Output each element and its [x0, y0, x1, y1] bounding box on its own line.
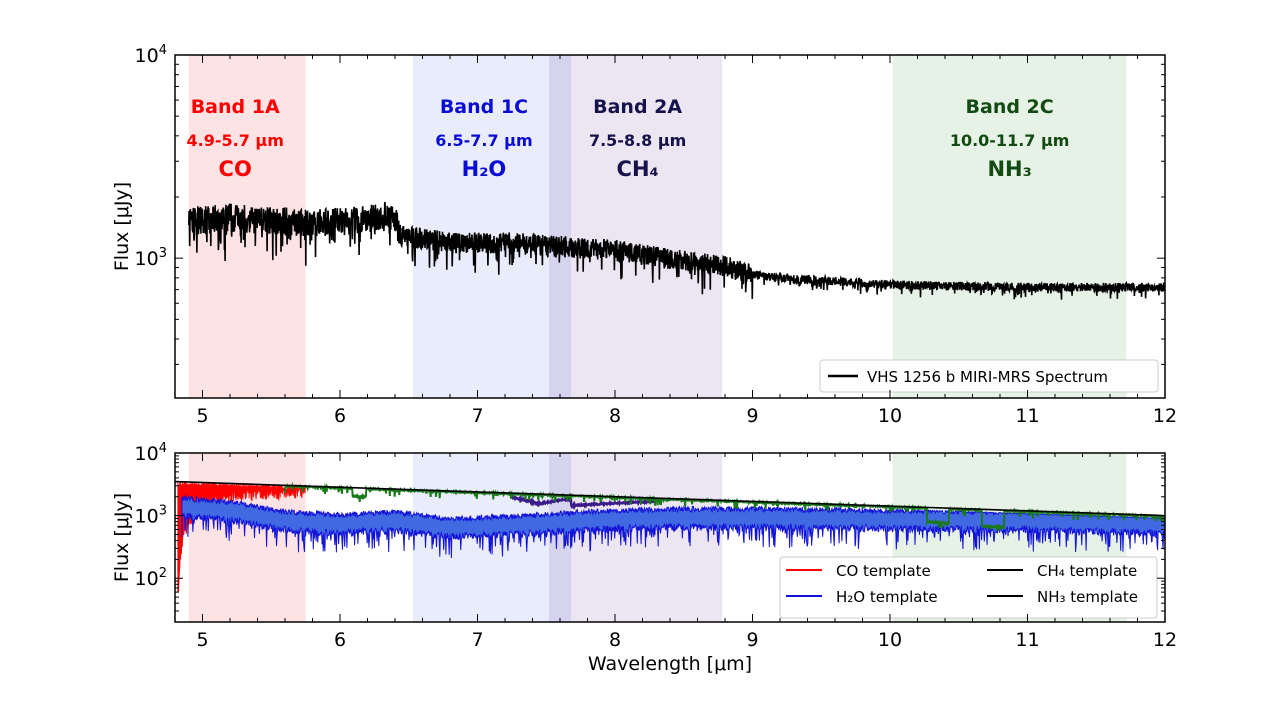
- x-tick-label: 11: [1015, 405, 1039, 427]
- top-panel: Band 1A 4.9-5.7 μm CO Band 1C 6.5-7.7 μm H₂O B…: [111, 43, 1177, 427]
- x-tick-label: 5: [196, 405, 208, 427]
- legend-label-3: CH₄ template: [1037, 562, 1137, 580]
- x-tick-label: 9: [746, 405, 758, 427]
- band-molecule-label: CO: [219, 157, 252, 181]
- x-tick-label: 7: [471, 629, 483, 651]
- x-tick-label: 8: [609, 405, 621, 427]
- x-tick-label: 10: [878, 405, 902, 427]
- band-region-2: [412, 55, 571, 398]
- band-name-label: Band 2A: [593, 96, 682, 118]
- x-tick-label: 11: [1015, 629, 1039, 651]
- band-range-label: 10.0-11.7 μm: [950, 131, 1070, 150]
- y-tick-label: 104: [135, 441, 167, 465]
- bottom-panel: CO template H₂O template CH₄ template NH₃ t…: [111, 441, 1177, 675]
- band-name-label: Band 1A: [191, 96, 280, 118]
- band-region-3: [549, 55, 723, 398]
- x-tick-label: 12: [1153, 405, 1177, 427]
- band-region-1: [188, 453, 306, 622]
- legend-box: [819, 359, 1159, 393]
- spectrum-line: [188, 201, 1166, 300]
- legend-label-4: NH₃ template: [1037, 588, 1138, 606]
- band-range-label: 6.5-7.7 μm: [435, 131, 532, 150]
- band-name-label: Band 2C: [966, 96, 1054, 118]
- band-overlap-region: [549, 55, 571, 398]
- x-tick-label: 10: [878, 629, 902, 651]
- y-tick-label: 103: [135, 246, 167, 270]
- x-tick-label: 5: [196, 629, 208, 651]
- x-tick-label: 6: [334, 629, 346, 651]
- y-tick-label: 102: [135, 566, 167, 590]
- band-region-3: [549, 453, 723, 622]
- band-molecule-label: CH₄: [617, 157, 659, 181]
- x-tick-label: 7: [471, 405, 483, 427]
- legend-label-1: CO template: [836, 562, 931, 580]
- band-region-4: [892, 55, 1127, 398]
- continuum-line: [174, 480, 1166, 517]
- y-tick-label: 103: [135, 504, 167, 528]
- band-molecule-label: H₂O: [462, 157, 507, 181]
- x-tick-label: 9: [746, 629, 758, 651]
- y-axis-label: Flux [μJy]: [111, 182, 133, 271]
- legend-box: [779, 556, 1158, 619]
- y-axis-label: Flux [μJy]: [111, 493, 133, 582]
- ch4-template-line: [511, 494, 657, 511]
- y-tick-label: 104: [135, 43, 167, 67]
- band-range-label: 7.5-8.8 μm: [589, 131, 686, 150]
- x-tick-label: 8: [609, 629, 621, 651]
- legend-label-2: H₂O template: [836, 588, 938, 606]
- band-molecule-label: NH₃: [987, 157, 1031, 181]
- band-name-label: Band 1C: [440, 96, 528, 118]
- legend-label-spectrum: VHS 1256 b MIRI-MRS Spectrum: [867, 368, 1108, 386]
- x-tick-label: 12: [1153, 629, 1177, 651]
- band-range-label: 4.9-5.7 μm: [187, 131, 284, 150]
- x-axis-label: Wavelength [μm]: [588, 653, 752, 675]
- x-tick-label: 6: [334, 405, 346, 427]
